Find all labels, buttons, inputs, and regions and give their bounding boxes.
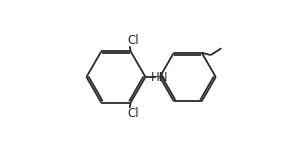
Text: HN: HN [151,71,169,83]
Text: Cl: Cl [127,34,139,47]
Text: Cl: Cl [127,107,139,120]
